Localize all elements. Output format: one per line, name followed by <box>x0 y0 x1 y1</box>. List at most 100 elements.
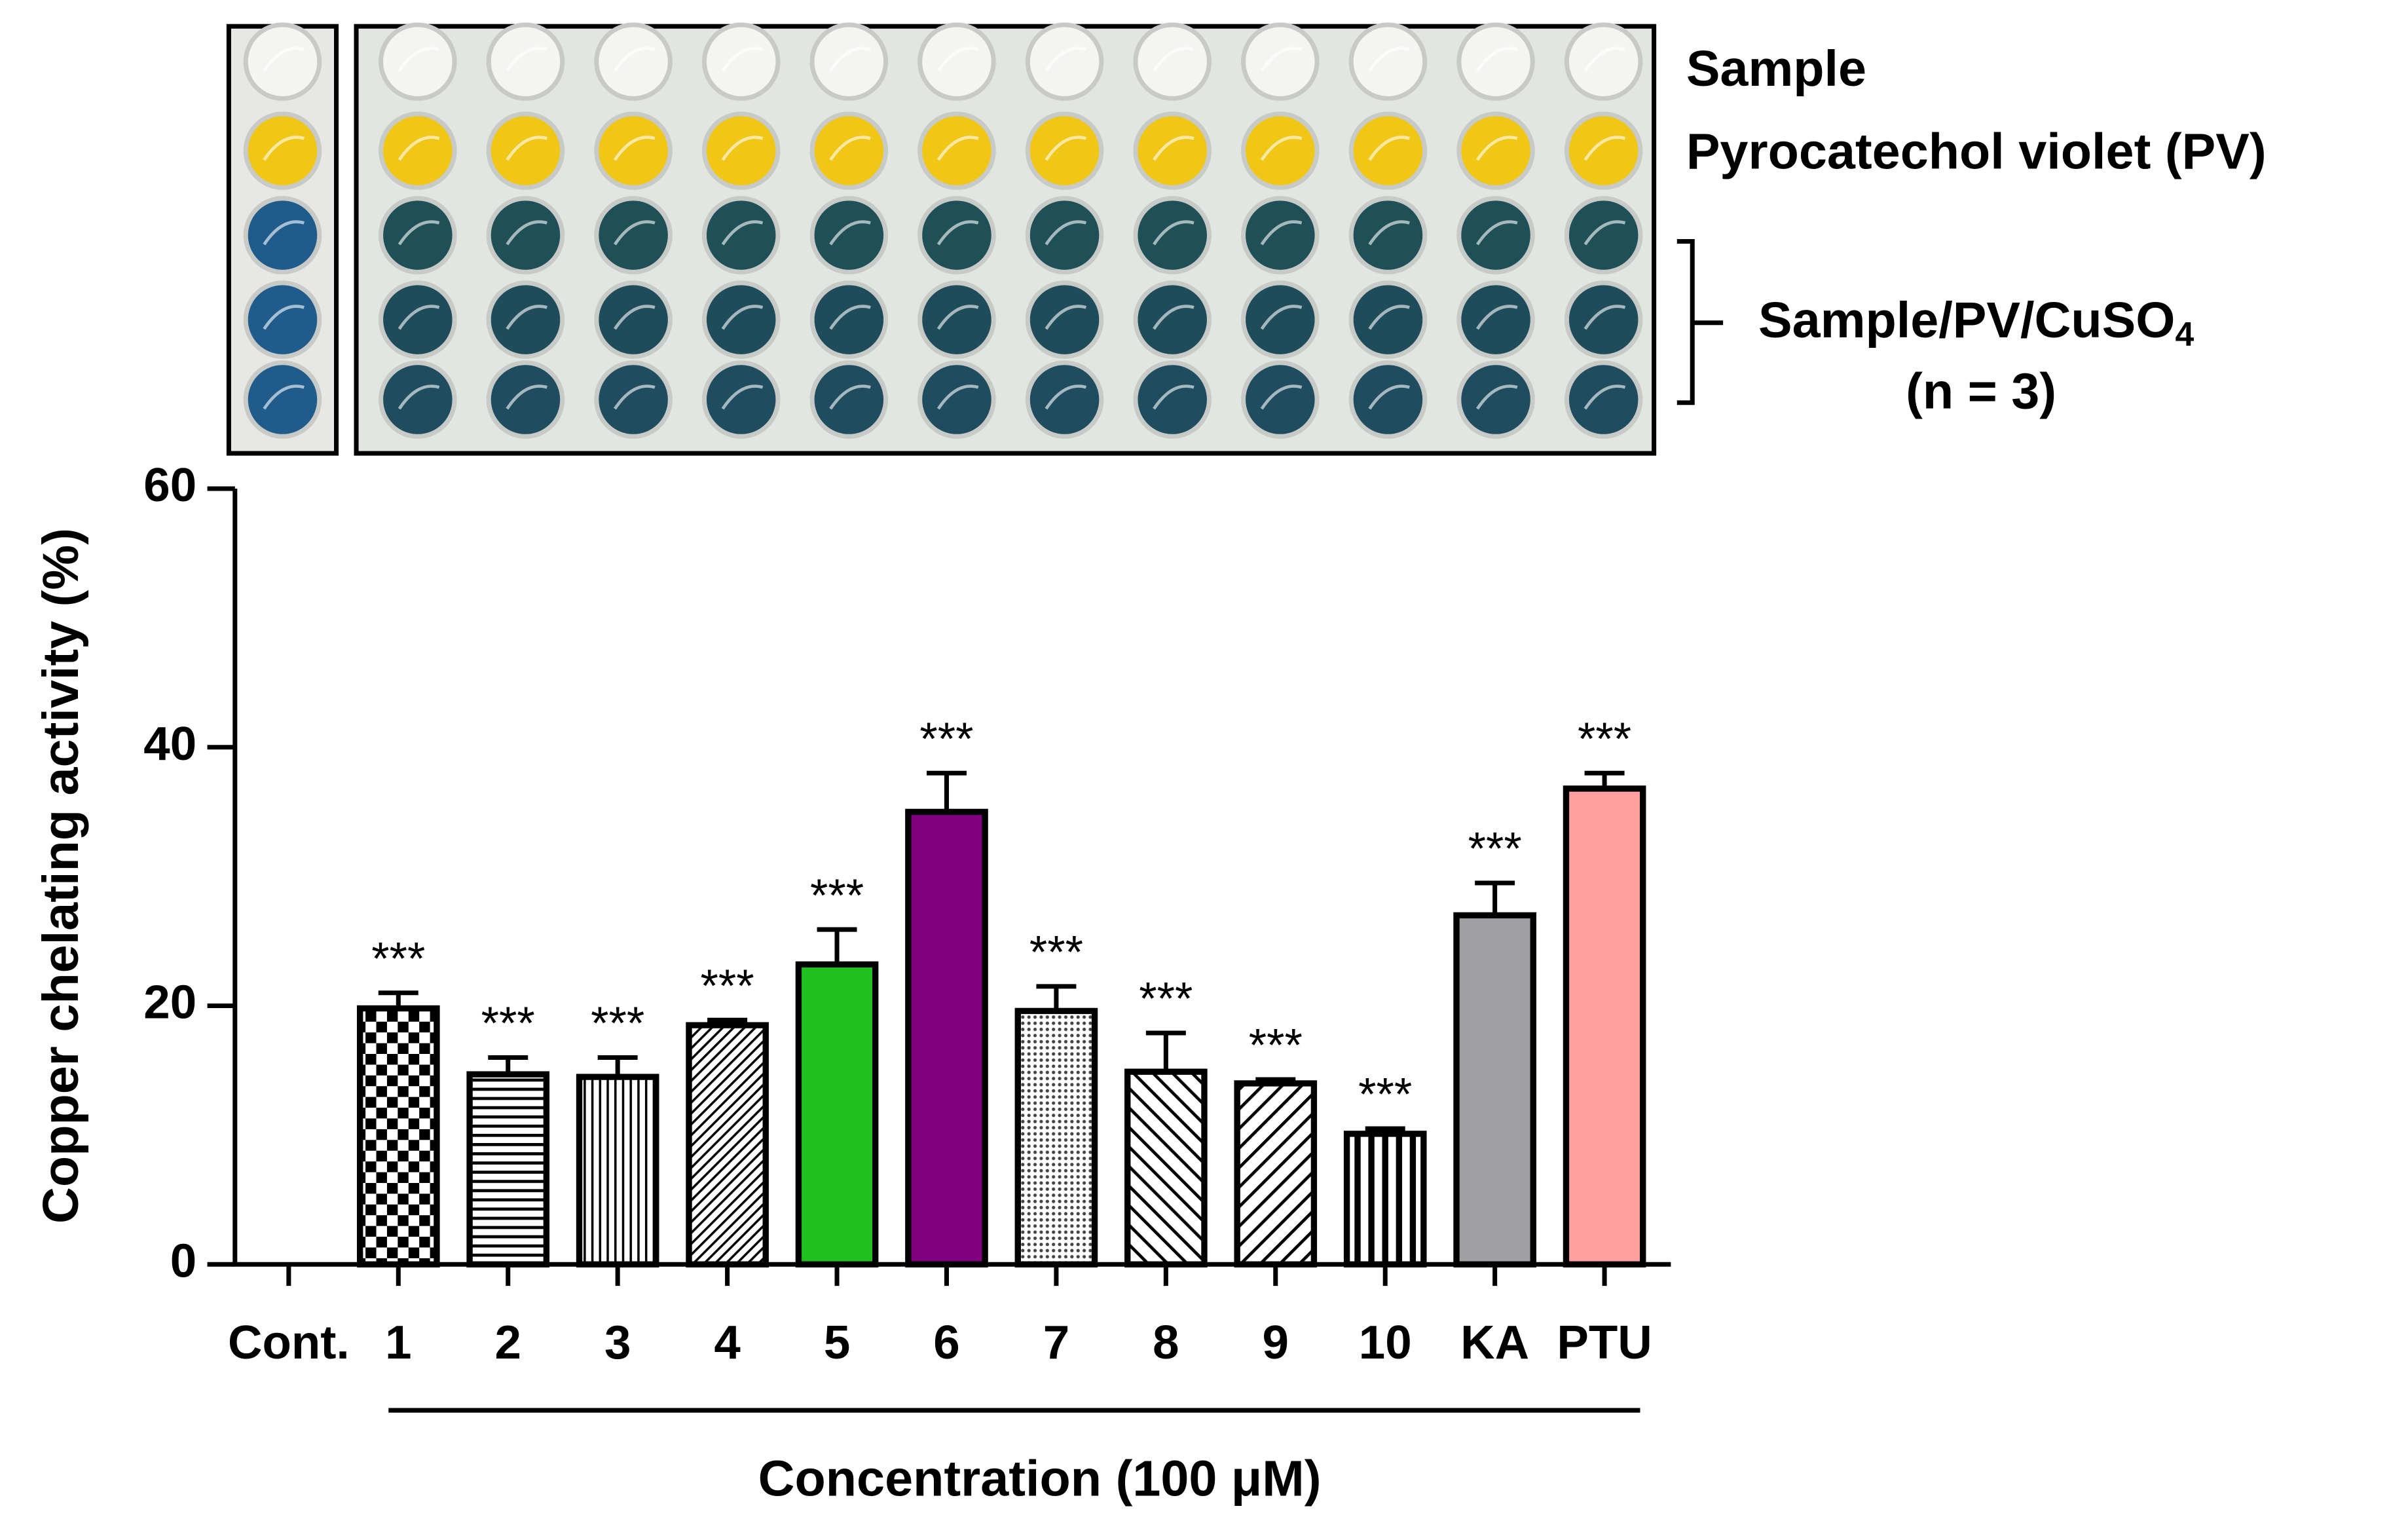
well <box>1564 360 1643 439</box>
well <box>1456 360 1535 439</box>
bar <box>1014 1007 1098 1267</box>
row-label: Pyrocatechol violet (PV) <box>1686 124 2267 180</box>
well <box>809 111 889 190</box>
significance-label: *** <box>919 713 973 764</box>
significance-label: *** <box>1029 926 1083 978</box>
well <box>917 196 996 274</box>
well-glare <box>721 47 764 72</box>
y-tick-label: 60 <box>143 459 196 512</box>
y-tick-label: 20 <box>143 976 196 1029</box>
well <box>486 111 565 190</box>
well-glare <box>1045 305 1087 330</box>
well <box>594 196 673 274</box>
well <box>379 196 457 274</box>
bar <box>576 1074 659 1267</box>
well <box>1348 280 1428 359</box>
row-label: Sample <box>1686 41 1866 97</box>
x-tick-label: 8 <box>1153 1316 1179 1369</box>
well <box>379 111 457 190</box>
well-glare <box>1584 220 1626 246</box>
y-tick-label: 0 <box>170 1234 196 1287</box>
well-glare <box>936 220 979 246</box>
well <box>701 111 781 190</box>
well-glare <box>829 305 871 330</box>
well-glare <box>1260 220 1303 246</box>
well-glare <box>829 136 871 161</box>
well-glare <box>398 136 440 161</box>
well-glare <box>1153 136 1195 161</box>
well-glare <box>829 384 871 410</box>
well <box>1133 22 1212 101</box>
well-glare <box>721 305 764 330</box>
well-glare <box>1045 136 1087 161</box>
well <box>594 360 673 439</box>
x-tick-label: Cont. <box>228 1316 350 1369</box>
well-glare <box>1368 384 1410 410</box>
significance-label: *** <box>1249 1019 1303 1071</box>
well <box>1133 111 1212 190</box>
well <box>1241 196 1320 274</box>
well-glare <box>1584 305 1626 330</box>
bar <box>1453 912 1536 1267</box>
bar <box>1234 1080 1318 1267</box>
significance-label: *** <box>701 960 754 1011</box>
well-glare <box>721 384 764 410</box>
bracket <box>1676 238 1724 405</box>
well <box>917 360 996 439</box>
well <box>243 360 322 439</box>
well <box>1025 280 1104 359</box>
well-glare <box>398 47 440 72</box>
well <box>1456 280 1535 359</box>
well <box>1348 111 1428 190</box>
well <box>486 360 565 439</box>
well-glare <box>1045 220 1087 246</box>
well <box>1241 22 1320 101</box>
row-label: Sample/PV/CuSO4 <box>1758 293 2194 353</box>
well-glare <box>1368 305 1410 330</box>
well-glare <box>1584 47 1626 72</box>
well-glare <box>1153 305 1195 330</box>
y-axis-label: Copper chelating activity (%) <box>33 528 89 1224</box>
bar <box>466 1071 550 1267</box>
bar <box>905 808 988 1267</box>
well-glare <box>398 305 440 330</box>
well-glare <box>263 305 305 330</box>
significance-label: *** <box>1139 973 1193 1024</box>
well-glare <box>613 384 656 410</box>
x-tick-label: 1 <box>385 1316 411 1369</box>
well <box>1348 196 1428 274</box>
bar <box>356 1005 440 1267</box>
x-tick-label: PTU <box>1557 1316 1652 1369</box>
well-glare <box>506 305 547 330</box>
well <box>809 360 889 439</box>
well <box>1241 111 1320 190</box>
well-glare <box>1045 47 1087 72</box>
x-tick-label: 2 <box>495 1316 521 1369</box>
x-tick-label: 4 <box>714 1316 741 1369</box>
well-glare <box>1475 384 1518 410</box>
well <box>1133 360 1212 439</box>
bar <box>686 1022 769 1267</box>
significance-label: *** <box>1578 713 1631 764</box>
well <box>1133 280 1212 359</box>
well-glare <box>1584 384 1626 410</box>
well <box>1348 360 1428 439</box>
significance-label: *** <box>1468 823 1522 874</box>
well-glare <box>1045 384 1087 410</box>
significance-label: *** <box>371 932 425 984</box>
well <box>243 111 322 190</box>
well <box>243 22 322 101</box>
significance-label: *** <box>591 997 644 1049</box>
well <box>701 22 781 101</box>
well-glare <box>263 220 305 246</box>
well-glare <box>613 220 656 246</box>
well-glare <box>1153 384 1195 410</box>
well-glare <box>1475 47 1518 72</box>
well <box>1564 280 1643 359</box>
well-glare <box>936 47 979 72</box>
well <box>1241 360 1320 439</box>
well <box>1025 111 1104 190</box>
sample-plate <box>354 24 1657 456</box>
well-glare <box>1584 136 1626 161</box>
well <box>809 22 889 101</box>
